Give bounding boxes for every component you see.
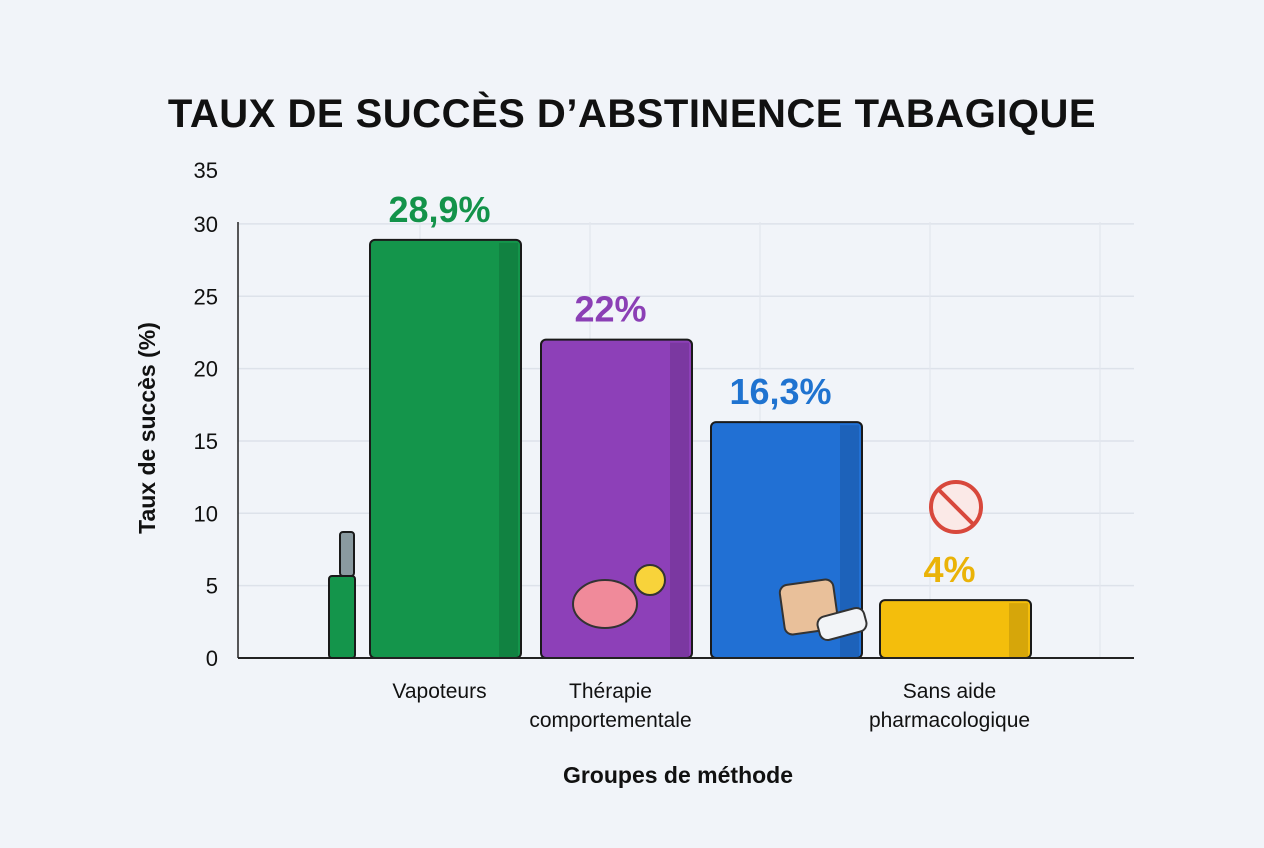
y-tick-label: 30	[194, 212, 218, 237]
bar	[879, 599, 1032, 659]
y-tick-label: 20	[194, 357, 218, 382]
x-tick-label: comportementale	[529, 709, 691, 732]
no-hand-slash	[936, 487, 976, 527]
x-tick-label: pharmacologique	[869, 709, 1030, 732]
lightbulb-icon	[634, 564, 666, 596]
chart-title: TAUX DE SUCCÈS D’ABSTINENCE TABAGIQUE	[167, 92, 1097, 136]
x-axis-title: Groupes de méthode	[563, 762, 793, 788]
gum-icon	[816, 606, 868, 642]
data-label: 4%	[923, 549, 975, 590]
y-tick-label: 0	[206, 646, 218, 671]
y-tick-label: 35	[194, 158, 218, 183]
y-tick-label: 10	[194, 501, 218, 526]
brain-icon	[572, 579, 638, 629]
bar-shade	[840, 425, 859, 658]
bar	[369, 238, 522, 660]
bar-shade	[670, 342, 689, 658]
bar-shade	[1009, 603, 1028, 658]
bar-shade	[499, 242, 518, 658]
data-label: 28,9%	[388, 189, 490, 230]
y-tick-label: 25	[194, 284, 218, 309]
x-tick-label: Vapoteurs	[392, 680, 486, 703]
x-tick-label: Thérapie	[569, 680, 652, 703]
y-tick-label: 15	[194, 429, 218, 454]
y-tick-label: 5	[206, 574, 218, 599]
data-label: 16,3%	[729, 371, 831, 412]
y-axis-title: Taux de succès (%)	[134, 322, 160, 534]
x-tick-label: Sans aide	[903, 680, 996, 703]
vape-device-icon	[328, 575, 356, 659]
vape-tank-icon	[339, 531, 355, 577]
data-label: 22%	[574, 289, 646, 330]
